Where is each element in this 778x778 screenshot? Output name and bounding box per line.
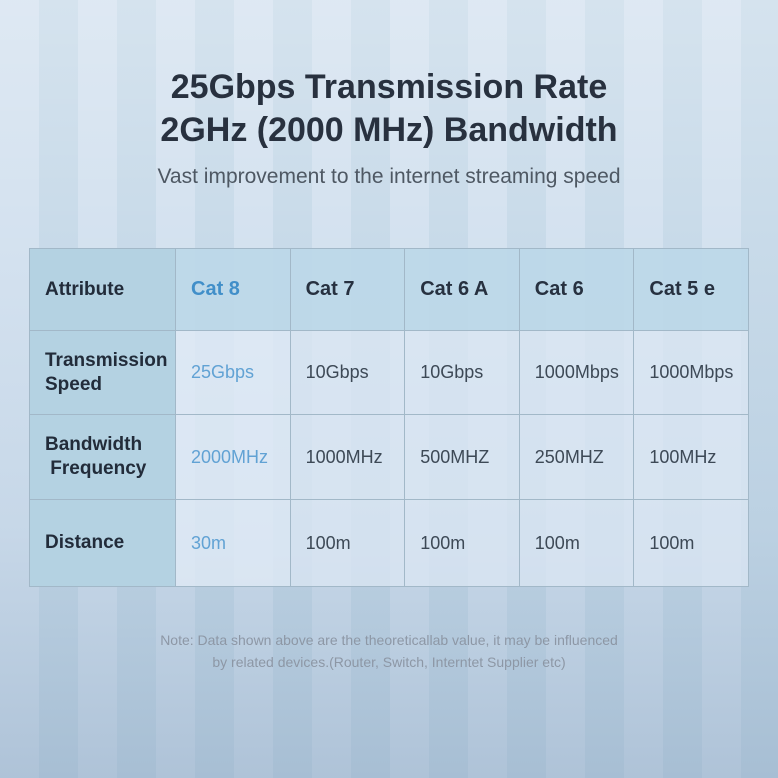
comparison-table: Attribute Cat 8 Cat 7 Cat 6 A Cat 6 Cat … (29, 248, 749, 587)
cell-bandwidth-cat7: 1000MHz (289, 414, 406, 500)
table-header-cat7: Cat 7 (289, 248, 406, 331)
table-header-row: Attribute Cat 8 Cat 7 Cat 6 A Cat 6 Cat … (29, 248, 749, 331)
row-label-distance: Distance (29, 499, 176, 587)
table-header-attribute: Attribute (29, 248, 176, 331)
cell-speed-cat7: 10Gbps (289, 330, 406, 415)
cell-speed-cat8: 25Gbps (175, 330, 291, 415)
cell-distance-cat8: 30m (175, 499, 291, 587)
cell-bandwidth-cat8: 2000MHz (175, 414, 291, 500)
footnote-line-1: Note: Data shown above are the theoretic… (160, 632, 618, 648)
row-label-bandwidth-frequency: Bandwidth Frequency (29, 414, 176, 500)
cell-speed-cat6: 1000Mbps (518, 330, 635, 415)
table-header-cat6: Cat 6 (518, 248, 635, 331)
page-title: 25Gbps Transmission Rate 2GHz (2000 MHz)… (0, 66, 778, 152)
page-subtitle: Vast improvement to the internet streami… (157, 165, 621, 188)
table-header-cat6a: Cat 6 A (404, 248, 520, 331)
cell-distance-cat5e: 100m (633, 499, 749, 587)
cell-bandwidth-cat6a: 500MHZ (404, 414, 520, 500)
table-row-transmission-speed: Transmission Speed 25Gbps 10Gbps 10Gbps … (29, 330, 749, 415)
footnote: Note: Data shown above are the theoretic… (0, 629, 778, 674)
table-row-bandwidth-frequency: Bandwidth Frequency 2000MHz 1000MHz 500M… (29, 414, 749, 500)
cell-bandwidth-cat6: 250MHZ (518, 414, 635, 500)
table-header-cat5e: Cat 5 e (633, 248, 749, 331)
title-line-1: 25Gbps Transmission Rate (170, 68, 608, 106)
cell-distance-cat7: 100m (289, 499, 406, 587)
cell-bandwidth-cat5e: 100MHz (633, 414, 749, 500)
row-label-transmission-speed: Transmission Speed (29, 330, 176, 415)
cell-distance-cat6: 100m (518, 499, 635, 587)
cell-distance-cat6a: 100m (404, 499, 520, 587)
footnote-line-2: by related devices.(Router, Switch, Inte… (212, 654, 566, 671)
cell-speed-cat6a: 10Gbps (404, 330, 520, 415)
cell-speed-cat5e: 1000Mbps (633, 330, 749, 415)
table-row-distance: Distance 30m 100m 100m 100m 100m (29, 499, 749, 587)
title-line-2: 2GHz (2000 MHz) Bandwidth (160, 110, 618, 149)
table-header-cat8: Cat 8 (175, 248, 291, 331)
